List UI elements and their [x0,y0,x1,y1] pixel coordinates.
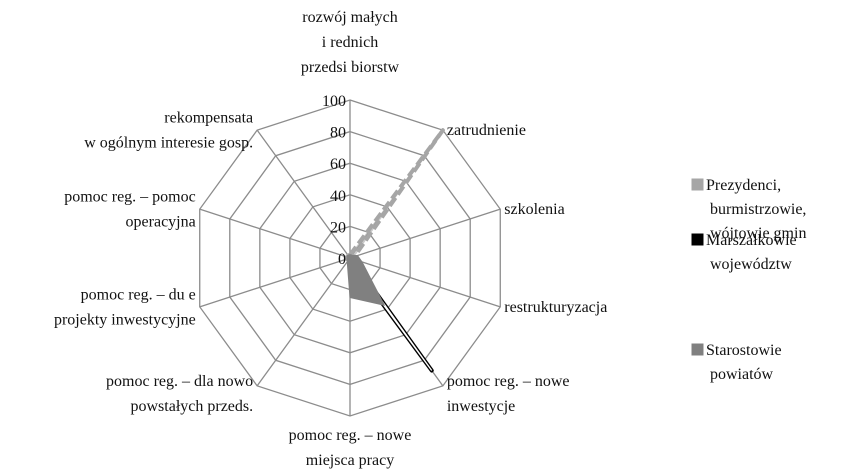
axis-spoke [256,257,351,387]
axis-spoke [199,208,351,259]
legend-label: województw [710,256,792,273]
category-label: operacyjna [126,214,196,231]
category-label: rekompensata [164,110,253,127]
r-tick-label: 80 [330,125,346,142]
category-label: pomoc reg. – dla nowo [106,373,253,390]
category-label: przedsi biorstw [301,59,400,76]
r-tick-label: 40 [330,188,346,205]
legend-label: burmistrzowie, [710,201,806,218]
r-tick-label: 100 [322,93,346,110]
legend-label: Starostowie [706,342,782,359]
category-label: pomoc reg. – du e [81,286,196,303]
r-tick-label: 60 [330,156,346,173]
legend-swatch [691,343,704,356]
category-label: powstałych przeds. [130,398,253,415]
category-label: miejsca pracy [306,452,394,469]
legend-label: wójtowie gmin [710,225,806,242]
series-shape [346,254,385,306]
axis-spoke [349,208,501,259]
legend-label: Marszałkowie [706,232,797,249]
legend-label: powiatów [710,366,774,383]
category-label: inwestycje [447,398,515,415]
legend-label: Prezydenci, [706,177,781,194]
axis-spoke [256,129,351,259]
axis-spoke [349,257,501,308]
category-label: restrukturyzacja [504,299,607,316]
category-label: zatrudnienie [447,122,526,139]
r-tick-label: 0 [338,251,346,268]
category-label: w ogólnym interesie gosp. [84,135,253,152]
legend-swatch [691,233,704,246]
category-label: szkolenia [504,201,564,218]
r-tick-label: 20 [330,219,346,236]
category-label: i rednich [322,34,378,51]
legend-swatch [691,178,704,191]
category-label: projekty inwestycyjne [54,311,196,328]
category-label: pomoc reg. – nowe [289,427,412,444]
category-label: pomoc reg. – pomoc [64,189,196,206]
axis-spoke [199,257,351,308]
category-label: rozwój małych [302,9,398,26]
category-label: pomoc reg. – nowe [447,373,570,390]
